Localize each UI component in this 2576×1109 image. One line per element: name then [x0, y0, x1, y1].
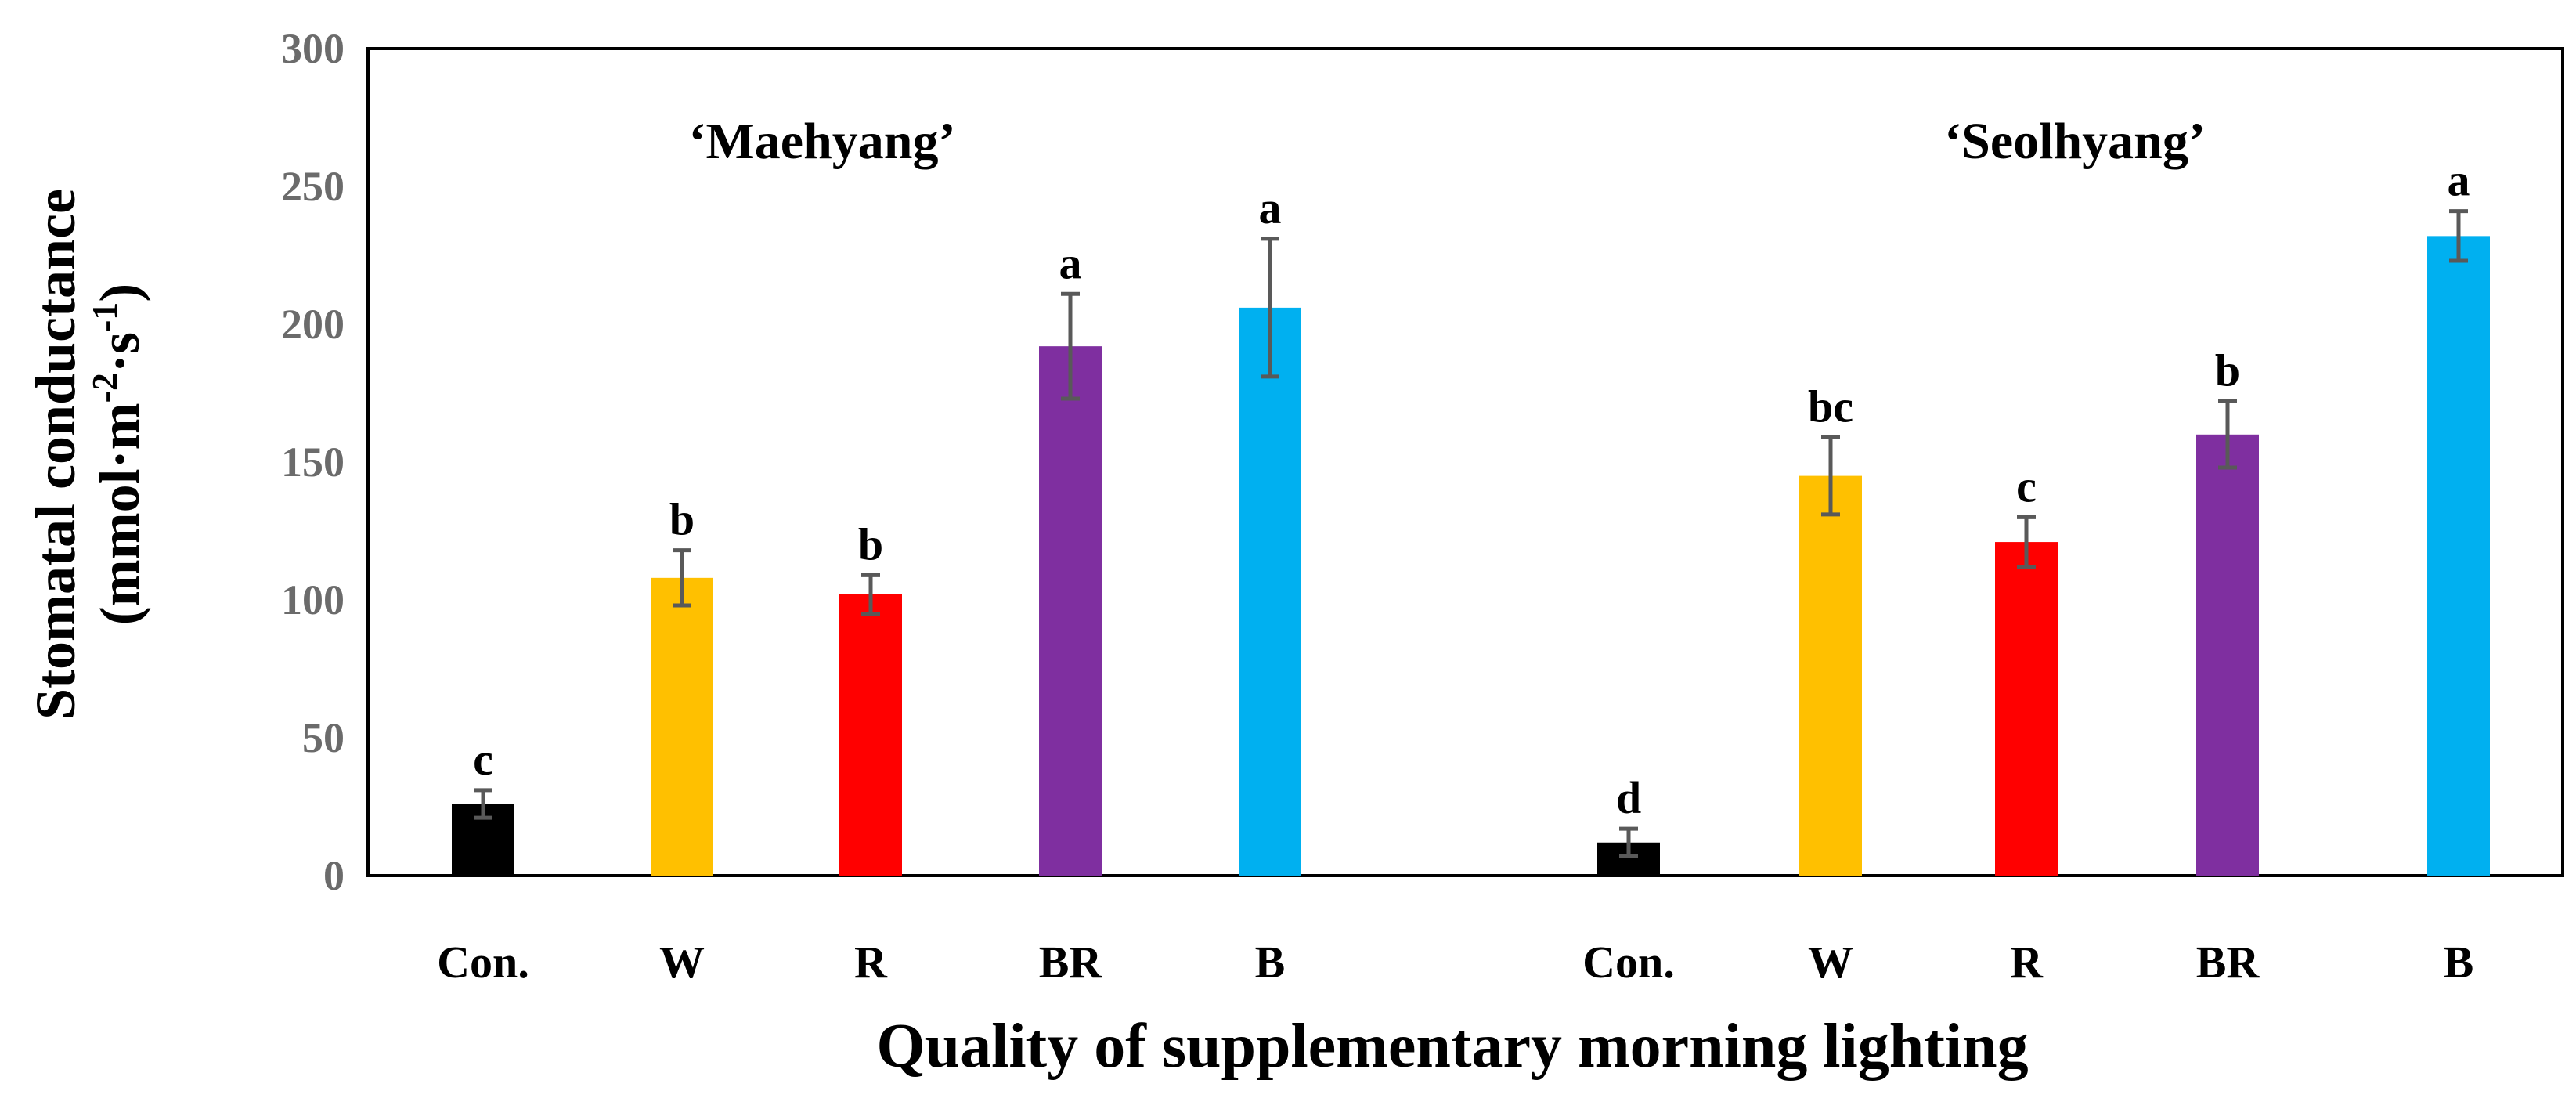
x-tick-label-g0-1: W — [659, 937, 705, 988]
bar-g1-1 — [1799, 475, 1862, 876]
significance-letter-g1-2: c — [2016, 461, 2037, 511]
y-axis-unit-mid: ·s — [88, 332, 151, 373]
bar-g1-2 — [1995, 542, 2058, 876]
y-tick-label-250: 250 — [281, 163, 345, 210]
y-tick-label-150: 150 — [281, 439, 345, 486]
x-tick-label-g0-0: Con. — [437, 937, 529, 988]
x-tick-label-g1-0: Con. — [1582, 937, 1675, 988]
significance-letter-g1-4: a — [2448, 155, 2470, 206]
group-label-1: ‘Seolhyang’ — [1944, 113, 2206, 170]
y-tick-label-100: 100 — [281, 576, 345, 623]
y-axis-unit-sup2: -1 — [85, 302, 124, 332]
significance-letter-g1-3: b — [2215, 345, 2240, 396]
y-axis-title-line1: Stomatal conductance — [24, 189, 87, 720]
x-tick-label-g1-3: BR — [2196, 937, 2260, 988]
x-tick-label-g1-2: R — [2010, 937, 2044, 988]
y-tick-label-50: 50 — [302, 714, 345, 761]
x-tick-label-g0-3: BR — [1039, 937, 1103, 988]
y-axis-title-line2: (mmol·m-2·s-1) — [85, 284, 151, 626]
x-tick-label-g0-2: R — [854, 937, 888, 988]
x-tick-label-g1-4: B — [2444, 937, 2474, 988]
x-tick-label-g0-4: B — [1255, 937, 1286, 988]
significance-letter-g0-2: b — [858, 518, 883, 569]
bar-g0-3 — [1039, 346, 1102, 876]
bar-g0-4 — [1239, 307, 1301, 876]
y-axis-unit-suffix: ) — [88, 284, 151, 302]
x-axis-title: Quality of supplementary morning lightin… — [876, 1012, 2028, 1081]
bar-g0-1 — [651, 577, 713, 876]
y-tick-label-200: 200 — [281, 301, 345, 348]
y-tick-label-300: 300 — [281, 25, 345, 72]
significance-letter-g1-0: d — [1616, 772, 1641, 823]
x-tick-label-g1-1: W — [1808, 937, 1853, 988]
significance-letter-g0-1: b — [669, 494, 695, 545]
bar-g1-4 — [2427, 236, 2490, 876]
bars-layer — [452, 209, 2490, 876]
significance-letter-g0-0: c — [473, 734, 493, 785]
significance-letter-g0-4: a — [1259, 182, 1282, 233]
y-axis-unit-prefix: (mmol·m — [88, 403, 151, 625]
group-label-0: ‘Maehyang’ — [689, 113, 956, 170]
significance-letter-g0-3: a — [1059, 237, 1082, 288]
y-tick-label-0: 0 — [323, 852, 345, 899]
y-axis-unit-sup1: -2 — [85, 373, 124, 403]
bar-g0-2 — [839, 594, 902, 876]
bar-g1-3 — [2196, 434, 2259, 876]
axes-layer: 0 50 100 150 200 250 300 — [281, 25, 2564, 899]
y-axis-title: Stomatal conductance (mmol·m-2·s-1) — [24, 189, 151, 720]
plot-area-border — [366, 47, 2564, 877]
significance-letter-g1-1: bc — [1808, 381, 1853, 432]
labels-layer: ‘Maehyang’cCon.bWbRaBRaB‘Seolhyang’dCon.… — [437, 113, 2473, 988]
